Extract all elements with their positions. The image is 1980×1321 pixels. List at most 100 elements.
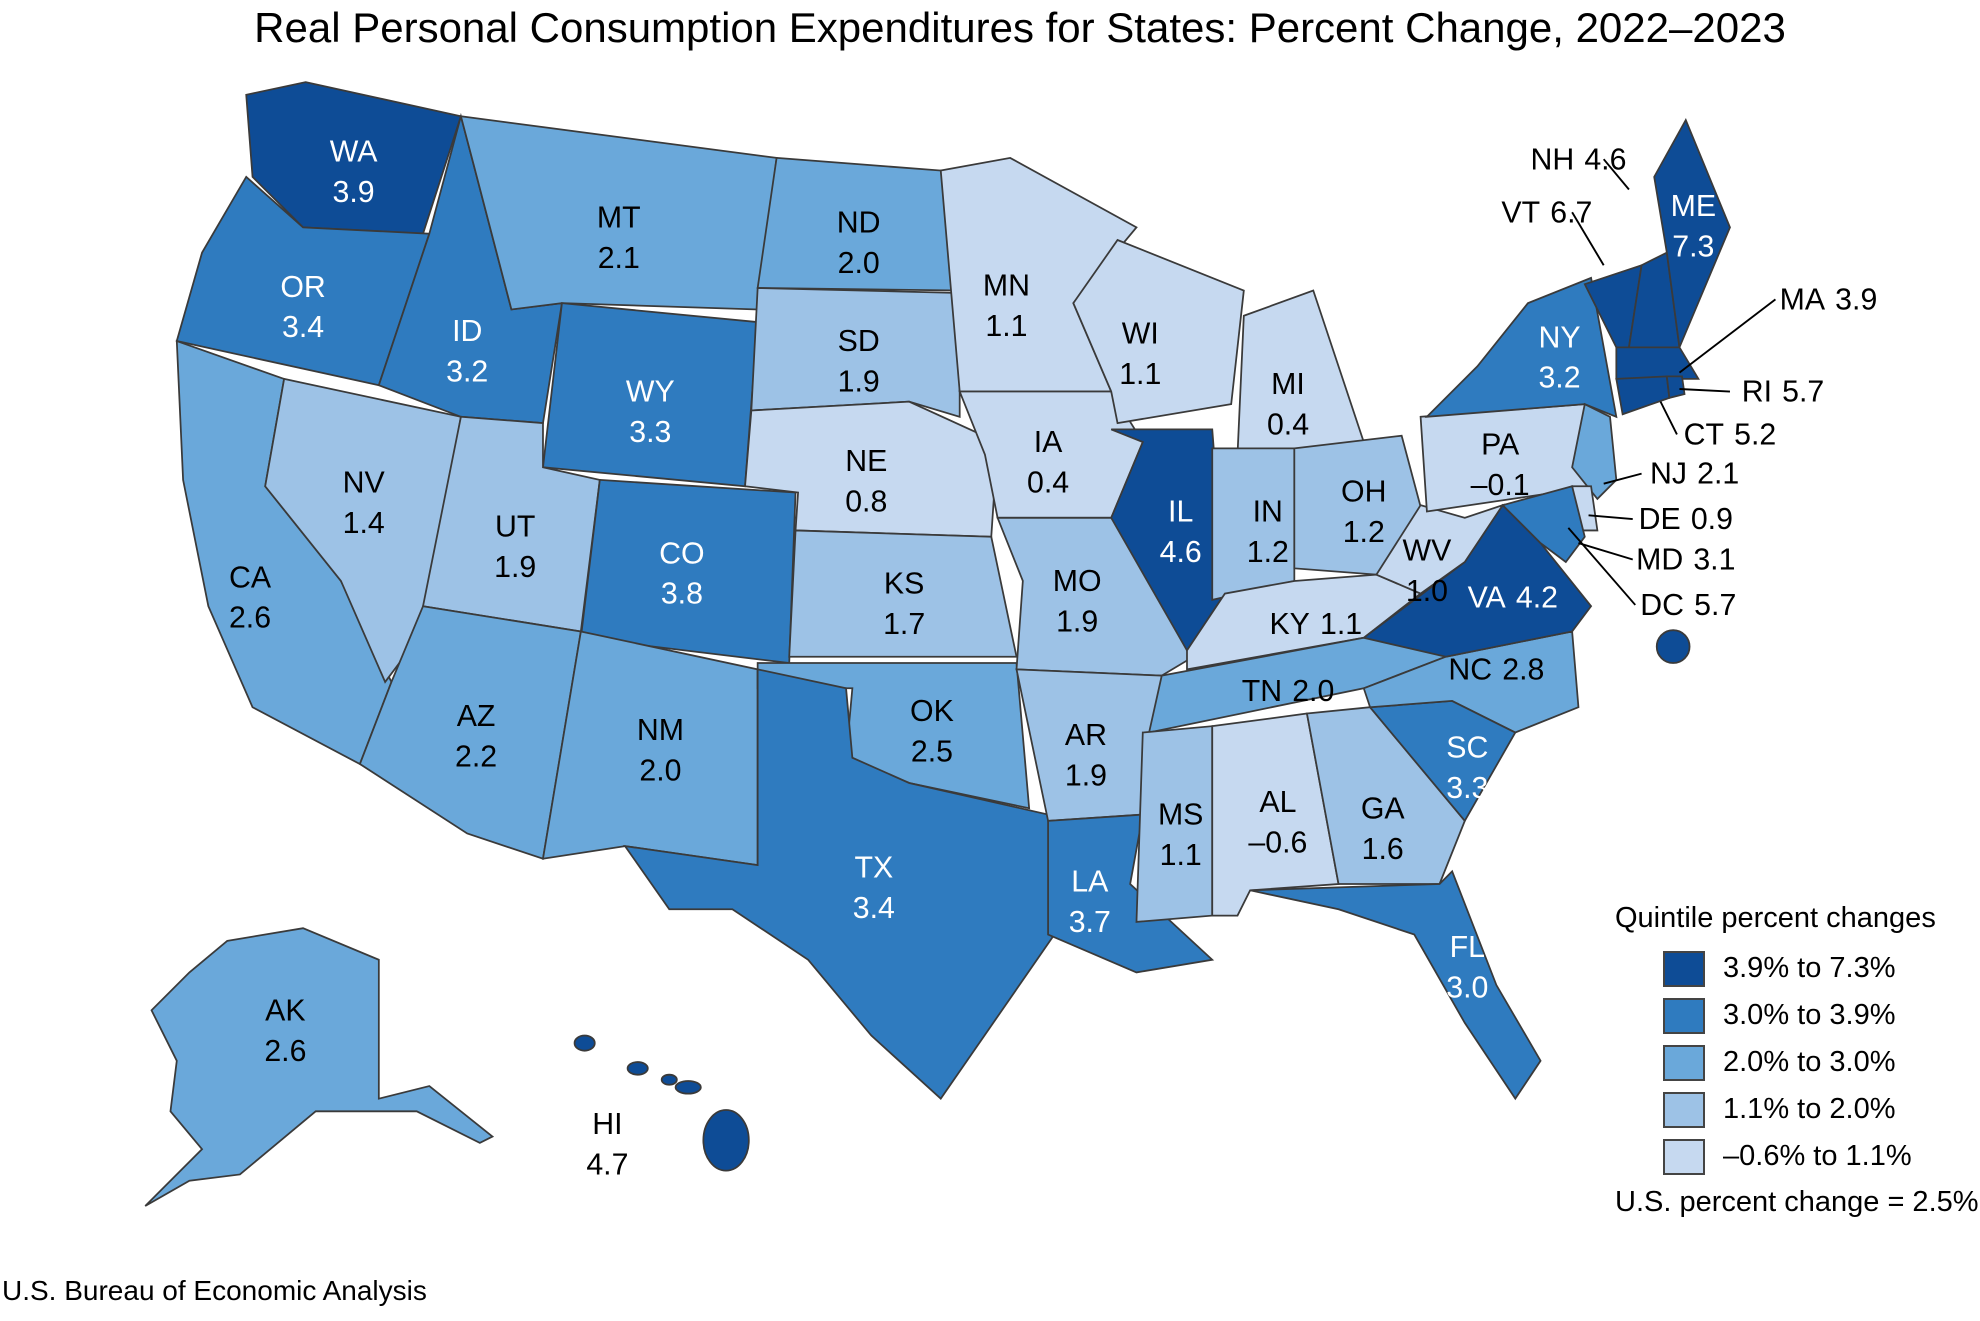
state-value: 2.0	[1292, 675, 1334, 708]
state-abbr: RI	[1742, 376, 1772, 409]
state-label: 3.4	[853, 892, 895, 925]
legend-item: 1.1% to 2.0%	[1663, 1086, 1979, 1133]
state-me: ME 7.3	[1653, 118, 1731, 351]
state-label: OK	[910, 695, 954, 728]
state-az: AZ 2.2	[358, 605, 582, 860]
state-label: –0.6	[1248, 826, 1307, 859]
state-label: CO	[659, 537, 704, 570]
state-wy: WY 3.3	[542, 302, 759, 488]
legend-item: –0.6% to 1.1%	[1663, 1133, 1979, 1180]
source-note: U.S. Bureau of Economic Analysis	[2, 1275, 427, 1306]
state-label: 1.2	[1343, 516, 1385, 549]
state-label: IL	[1168, 496, 1193, 529]
state-label: HI	[592, 1108, 622, 1141]
state-label: 1.9	[1065, 760, 1107, 793]
legend-item: 3.9% to 7.3%	[1663, 945, 1979, 992]
legend-swatch	[1663, 950, 1705, 987]
state-callout-label: DC 5.7	[1640, 589, 1736, 622]
legend-swatch	[1663, 1044, 1705, 1081]
state-label: SC	[1446, 732, 1488, 765]
state-abbr: KY	[1269, 608, 1309, 641]
state-label: PA	[1481, 429, 1520, 462]
state-label: SD	[838, 325, 880, 358]
state-label: 4.6	[1160, 536, 1202, 569]
state-dc: DC 5.7	[1567, 527, 1736, 664]
state-callout-label: DE 0.9	[1639, 503, 1733, 536]
state-abbr: VA	[1468, 581, 1507, 614]
state-ma: MA 3.9	[1615, 283, 1878, 380]
state-value: 3.1	[1693, 544, 1735, 577]
state-label: NY	[1538, 321, 1580, 354]
state-value: 2.1	[1697, 458, 1739, 491]
state-de: DE 0.9	[1571, 485, 1733, 536]
island-shape	[626, 1061, 649, 1076]
state-shape	[1615, 375, 1671, 416]
state-callout-label: NH 4.6	[1530, 143, 1626, 176]
state-value: 3.9	[1835, 283, 1877, 316]
state-shape	[1571, 402, 1618, 501]
state-abbr: MD	[1636, 544, 1683, 577]
state-callout-label: VT 6.7	[1501, 196, 1592, 229]
state-label: 1.9	[1056, 605, 1098, 638]
state-value: 5.7	[1782, 376, 1824, 409]
state-label: MO	[1053, 565, 1102, 598]
state-value: 2.8	[1502, 653, 1544, 686]
callout-line	[1578, 542, 1634, 561]
state-label: 0.4	[1027, 467, 1069, 500]
callout-line	[1567, 527, 1636, 606]
state-label: 1.1	[985, 310, 1027, 343]
state-or: OR 3.4	[175, 175, 431, 387]
legend-label: 3.9% to 7.3%	[1723, 952, 1896, 984]
state-callout-label: CT 5.2	[1684, 419, 1777, 452]
state-label: FL	[1450, 931, 1485, 964]
state-label: IA	[1034, 426, 1063, 459]
state-callout-label: MD 3.1	[1636, 544, 1735, 577]
state-label: 3.2	[1538, 362, 1580, 395]
state-shape	[1305, 706, 1466, 885]
state-label: 3.2	[446, 355, 488, 388]
state-label: 1.9	[838, 366, 880, 399]
state-mt: MT 2.1	[459, 115, 778, 311]
map-title: Real Personal Consumption Expenditures f…	[254, 4, 1786, 51]
state-label: 0.4	[1267, 408, 1309, 441]
state-wv: WV 1.0	[1375, 503, 1505, 608]
state-label: 3.9	[333, 176, 375, 209]
callout-line	[1679, 388, 1731, 393]
state-abbr: VT	[1501, 196, 1540, 229]
state-label: AL	[1259, 786, 1296, 819]
state-label: NV	[343, 467, 386, 500]
state-label: 1.6	[1362, 833, 1404, 866]
state-label: ID	[452, 315, 482, 348]
state-co: CO 3.8	[579, 478, 797, 665]
state-label: WV	[1403, 535, 1453, 568]
state-il: IL 4.6	[1110, 428, 1226, 653]
state-label: 3.7	[1069, 906, 1111, 939]
state-label: OH	[1341, 475, 1386, 508]
callout-line	[1588, 514, 1633, 521]
state-oh: OH 1.2	[1293, 434, 1428, 576]
state-abbr: NH	[1530, 143, 1574, 176]
island-shape	[573, 1034, 596, 1052]
state-callout-label: MA 3.9	[1780, 283, 1878, 316]
state-value: 0.9	[1691, 503, 1733, 536]
state-label: WA	[330, 136, 378, 169]
state-abbr: DC	[1640, 589, 1684, 622]
state-label: KS	[884, 568, 924, 601]
state-label: 2.2	[455, 741, 497, 774]
state-label: –0.1	[1471, 469, 1530, 502]
state-label: 3.3	[1446, 772, 1488, 805]
state-label: MN	[983, 270, 1030, 303]
state-label: WI	[1122, 318, 1159, 351]
state-value: 6.7	[1550, 196, 1592, 229]
state-label: AK	[265, 994, 305, 1027]
state-label: 3.4	[282, 311, 324, 344]
state-label: NE	[845, 445, 887, 478]
state-abbr: NJ	[1650, 458, 1687, 491]
legend-swatch	[1663, 1091, 1705, 1128]
state-shape	[788, 529, 1018, 658]
state-shape	[1249, 869, 1542, 1101]
state-nd: ND 2.0	[756, 156, 961, 292]
state-label: 3.0	[1446, 972, 1488, 1005]
state-abbr: DE	[1639, 503, 1681, 536]
legend-swatch	[1663, 1138, 1705, 1175]
